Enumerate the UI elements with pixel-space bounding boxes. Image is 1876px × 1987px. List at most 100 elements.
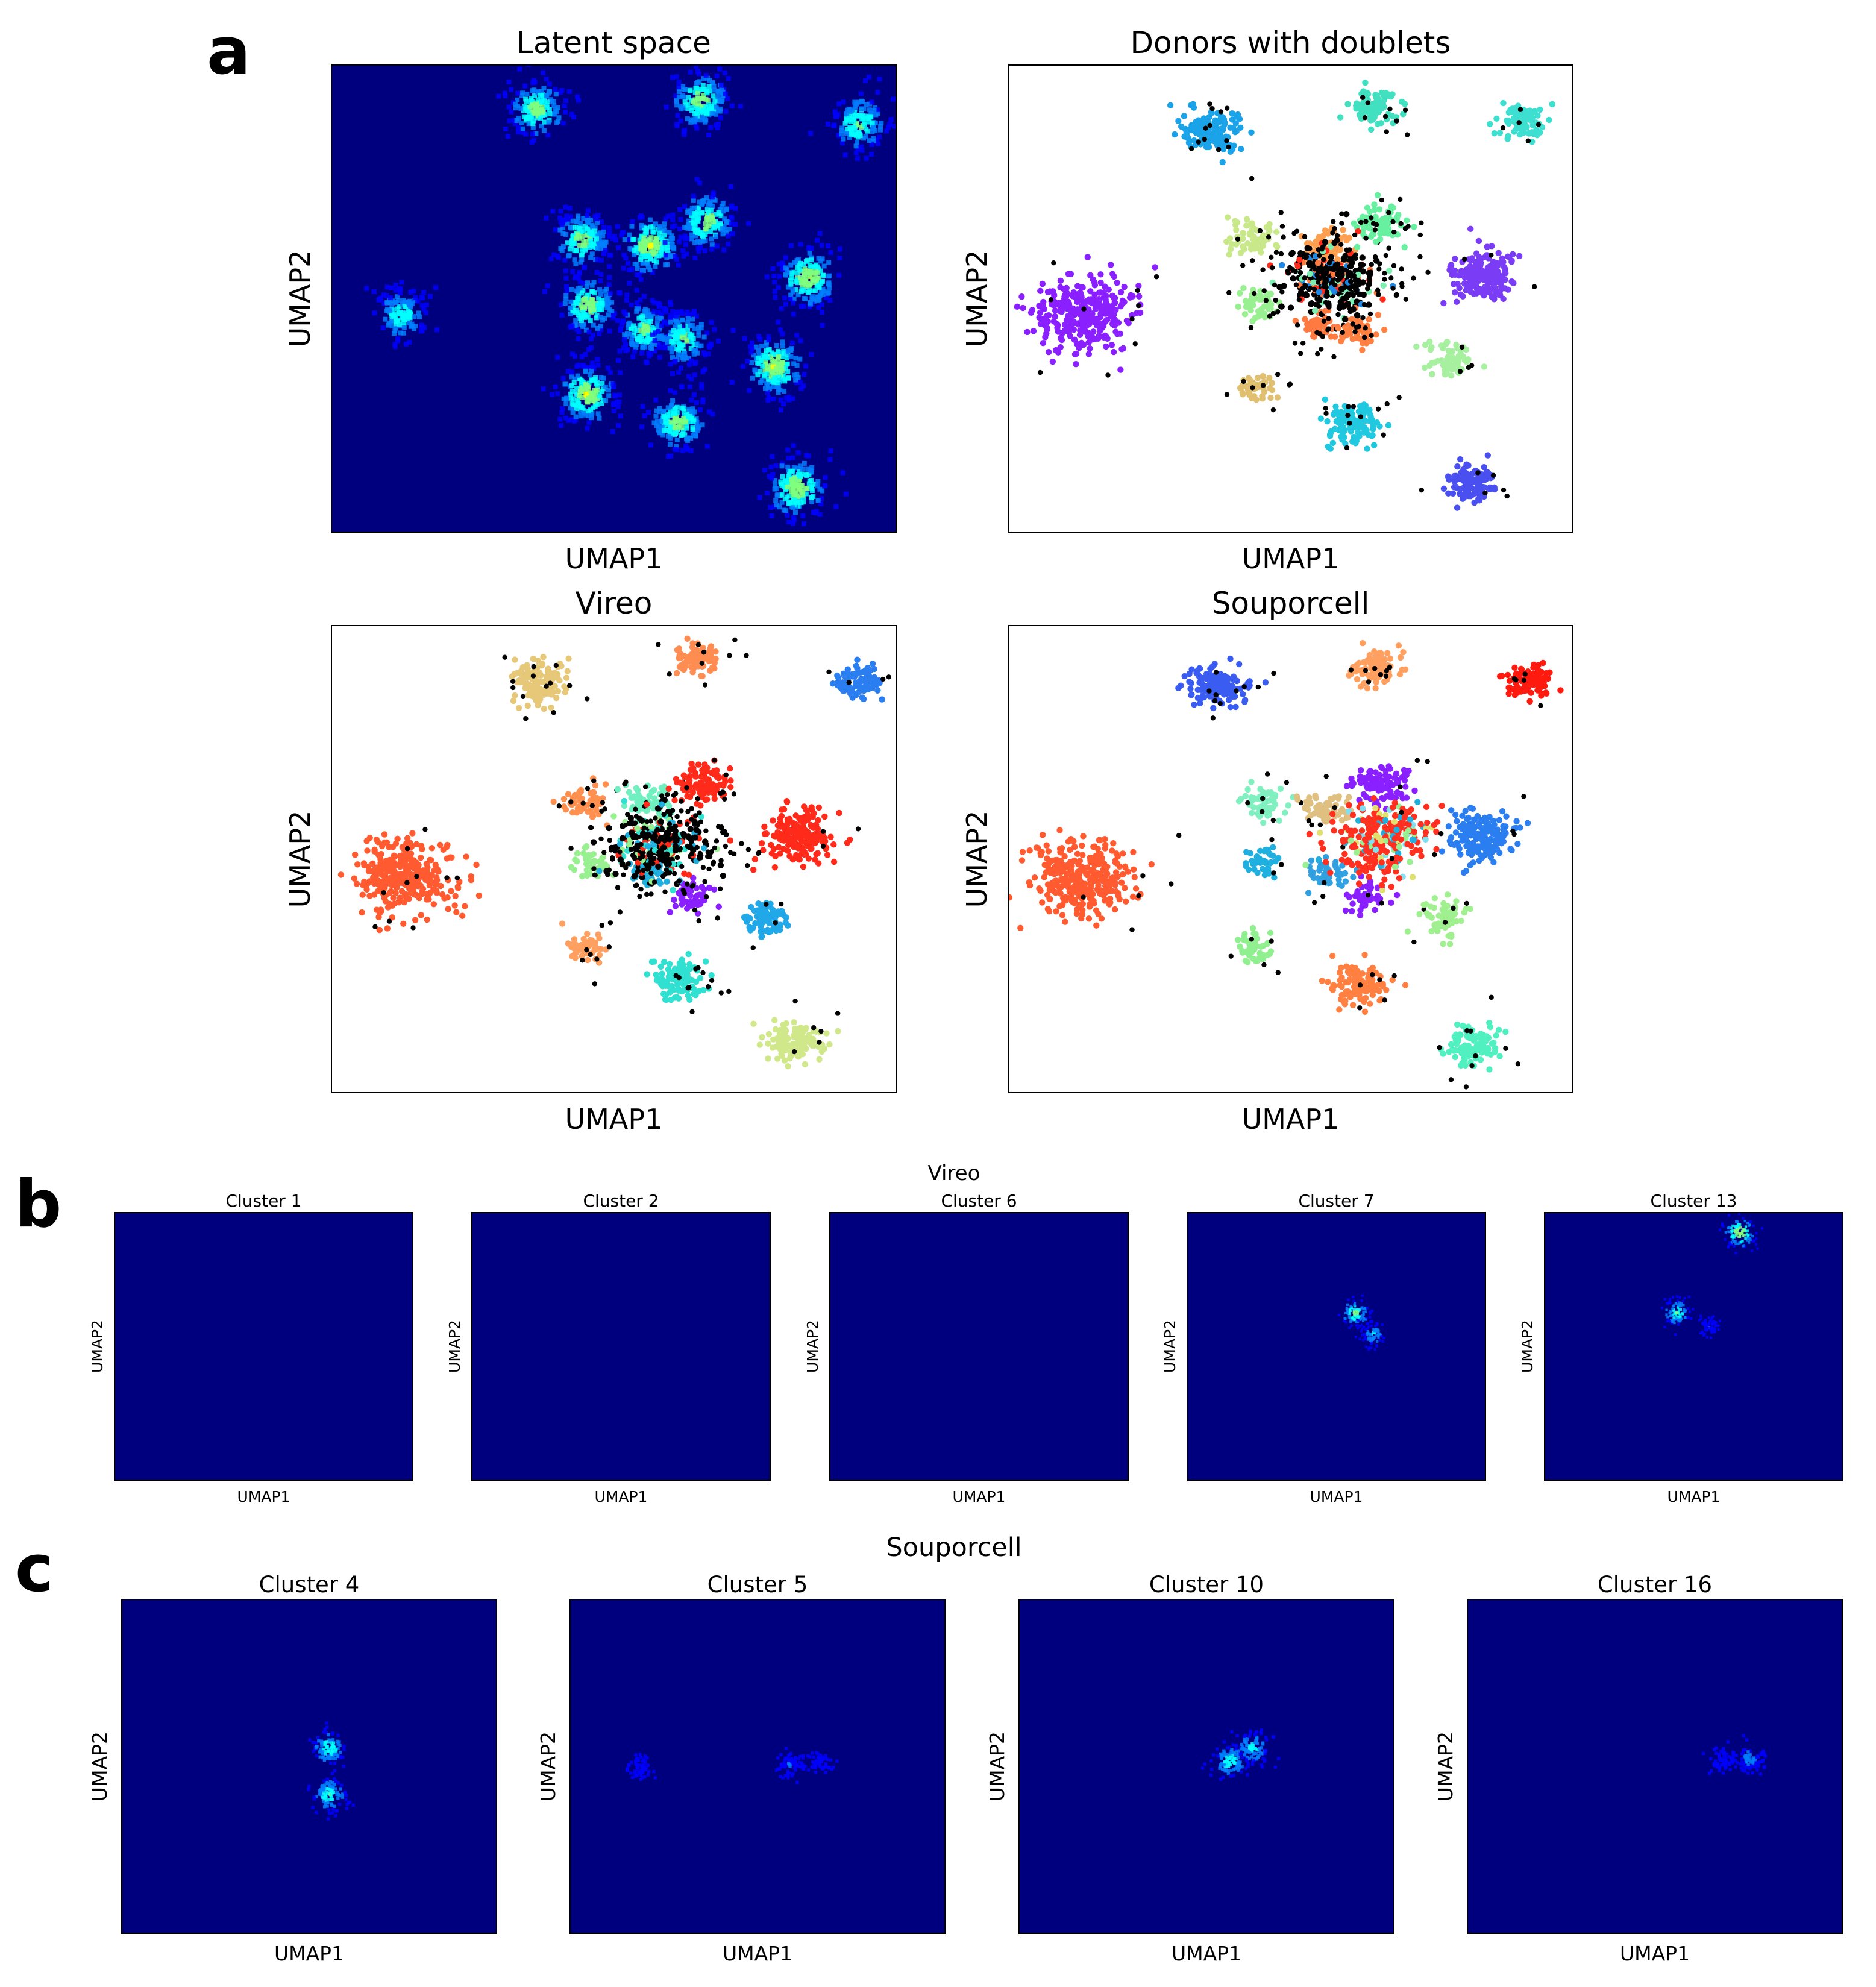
heatmap-hotspot-14 <box>791 521 796 526</box>
heatmap-hotspot-4 <box>653 263 658 269</box>
point-cluster-7 <box>1043 313 1050 319</box>
heatmap-hotspot-1 <box>696 96 701 101</box>
doublet-point <box>1525 138 1531 143</box>
heatmap-hotspot-13 <box>681 416 686 421</box>
doublet-point <box>1396 395 1402 400</box>
doublet-point <box>1354 290 1360 296</box>
doublet-point <box>1367 311 1373 317</box>
doublet-point <box>1320 244 1326 250</box>
heatmap-hotspot-1 <box>676 84 682 90</box>
heatmap-hotspot-1 <box>711 84 717 89</box>
heatmap-hotspot-10 <box>688 334 693 340</box>
heatmap-hotspot-4 <box>653 221 658 227</box>
heatmap-hotspot-0 <box>544 105 550 110</box>
heatmap-hotspot-3 <box>589 251 595 257</box>
heatmap-hotspot-10 <box>659 311 664 316</box>
heatmap-hotspot-3 <box>595 231 601 237</box>
doublet-point <box>1287 265 1293 271</box>
heatmap-hotspot-5 <box>686 222 691 228</box>
heatmap-hotspot-3 <box>600 233 606 239</box>
point-cluster-1 <box>1364 108 1371 115</box>
heatmap-hotspot-1 <box>703 73 709 78</box>
doublet-point <box>1351 293 1356 298</box>
heatmap-hotspot-7 <box>384 300 390 305</box>
doublet-point <box>1375 406 1381 412</box>
heatmap-hotspot-8 <box>598 315 603 320</box>
heatmap-hotspot-11 <box>789 346 794 351</box>
heatmap-hotspot-1 <box>719 87 724 93</box>
point-cluster-6 <box>1481 292 1487 299</box>
heatmap-hotspot-2 <box>826 121 831 127</box>
heatmap-hotspot-8 <box>583 327 589 333</box>
heatmap-hotspot-8 <box>591 280 597 285</box>
point-cluster-3 <box>1244 240 1251 247</box>
heatmap-hotspot-0 <box>553 87 558 92</box>
point-cluster-7 <box>1044 289 1052 295</box>
point-cluster-15 <box>1314 260 1322 266</box>
heatmap-hotspot-12 <box>580 362 586 368</box>
heatmap-hotspot-5 <box>691 193 696 199</box>
heatmap-hotspot-1 <box>696 71 701 77</box>
doublet-point <box>1278 210 1284 215</box>
heatmap-hotspot-14 <box>770 454 775 459</box>
point-cluster-1 <box>1344 101 1351 108</box>
heatmap-hotspot-11 <box>765 398 771 403</box>
heatmap-hotspot-3 <box>588 255 594 260</box>
heatmap-hotspot-14 <box>809 499 815 504</box>
heatmap-hotspot-12 <box>581 408 586 413</box>
heatmap-hotspot-6 <box>816 256 821 261</box>
heatmap-hotspot-6 <box>783 272 788 277</box>
heatmap-hotspot-13 <box>667 408 673 413</box>
heatmap-hotspot-14 <box>785 485 790 490</box>
point-cluster-1 <box>698 673 704 679</box>
heatmap-hotspot-7 <box>424 302 429 307</box>
heatmap-hotspot-4 <box>681 253 686 259</box>
point-cluster-2 <box>844 666 852 673</box>
point-cluster-1 <box>689 640 696 647</box>
heatmap-hotspot-4 <box>645 265 651 270</box>
heatmap-hotspot-0 <box>560 121 566 126</box>
heatmap-hotspot-12 <box>586 420 592 425</box>
point-cluster-4 <box>1340 227 1346 233</box>
heatmap-hotspot-5 <box>712 222 717 228</box>
point-cluster-0 <box>515 705 522 711</box>
heatmap-hotspot-9 <box>622 332 627 337</box>
heatmap-hotspot-0 <box>522 104 527 109</box>
point-cluster-0 <box>522 682 530 689</box>
heatmap-hotspot-13 <box>668 388 673 393</box>
point-cluster-3 <box>602 781 609 788</box>
heatmap-hotspot-8 <box>576 292 582 297</box>
doublet-point <box>1466 365 1472 371</box>
heatmap-hotspot-1 <box>673 93 679 99</box>
heatmap-hotspot-4 <box>632 261 638 266</box>
heatmap-hotspot-12 <box>608 370 613 375</box>
heatmap-hotspot-6 <box>811 278 816 283</box>
heatmap-hotspot-7 <box>389 285 394 290</box>
doublet-point <box>1224 392 1230 397</box>
heatmap-hotspot-1 <box>682 99 688 104</box>
heatmap-hotspot-11 <box>750 346 755 351</box>
heatmap-hotspot-10 <box>693 348 698 354</box>
point-cluster-8 <box>1243 303 1250 310</box>
point-cluster-13 <box>1322 396 1329 403</box>
heatmap-hotspot-4 <box>650 229 656 234</box>
point-cluster-6 <box>1500 295 1507 303</box>
heatmap-hotspot-10 <box>686 312 692 318</box>
heatmap-hotspot-12 <box>589 395 595 401</box>
heatmap-hotspot-11 <box>729 380 735 385</box>
heatmap-hotspot-9 <box>648 314 653 319</box>
point-cluster-0 <box>551 670 558 676</box>
heatmap-hotspot-6 <box>826 273 832 278</box>
point-cluster-2 <box>1505 133 1511 140</box>
point-cluster-14 <box>1475 495 1482 503</box>
heatmap-hotspot-5 <box>729 203 735 209</box>
heatmap-hotspot-2 <box>836 133 841 138</box>
heatmap-hotspot-9 <box>660 345 666 350</box>
point-cluster-3 <box>1243 222 1250 229</box>
point-cluster-10 <box>1366 316 1372 323</box>
heatmap-hotspot-1 <box>674 98 679 103</box>
heatmap-hotspot-1 <box>680 83 686 89</box>
doublet-point <box>1405 224 1411 229</box>
heatmap-hotspot-12 <box>583 369 589 374</box>
heatmap-hotspot-6 <box>809 294 815 300</box>
